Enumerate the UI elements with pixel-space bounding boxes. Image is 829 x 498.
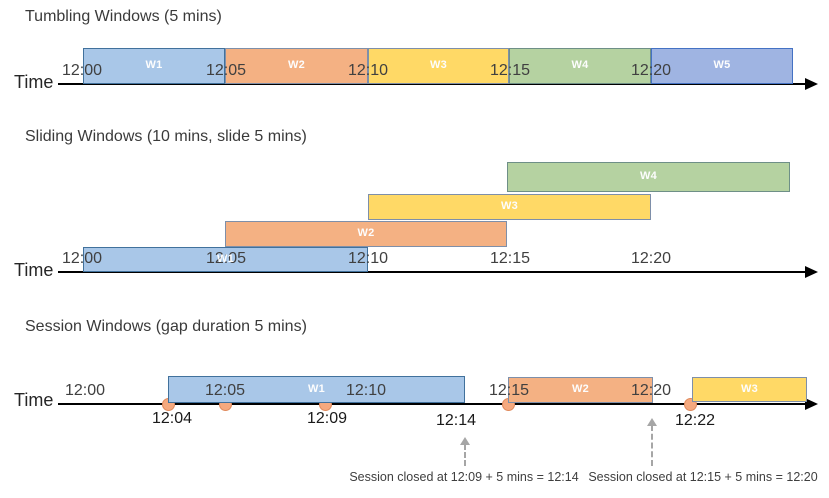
event-time-label: 12:09 (306, 410, 348, 427)
tick-label: 12:15 (489, 62, 531, 79)
window-label: W2 (287, 59, 306, 71)
event-dot (161, 397, 175, 411)
window-label: W4 (639, 170, 658, 182)
annotation-arrow-stem (464, 444, 466, 466)
window-label: W1 (216, 252, 235, 265)
annotation-arrow-head (460, 437, 470, 445)
tick-label: 12:00 (64, 382, 106, 399)
window-label: W4 (571, 59, 589, 71)
window-label: W3 (429, 59, 448, 71)
event-time-label: 12:22 (674, 412, 716, 429)
tick-label: 12:05 (204, 382, 246, 399)
window-bar-w3 (368, 194, 651, 220)
tick-label: 12:15 (489, 250, 531, 267)
section-title: Tumbling Windows (5 mins) (25, 8, 222, 25)
tick-label: 12:05 (205, 62, 247, 79)
event-dot (501, 397, 515, 411)
window-label: W1 (145, 59, 163, 71)
window-label: W2 (357, 227, 375, 239)
time-axis-label: Time (14, 72, 54, 92)
window-label: W3 (500, 200, 519, 212)
window-label: W2 (571, 383, 590, 395)
annotation-arrow-head (647, 418, 657, 426)
window-bar-w2 (508, 377, 653, 403)
tick-label: 12:00 (61, 62, 103, 79)
time-axis-arrowhead (805, 78, 818, 90)
window-bar-w1 (83, 247, 368, 272)
event-dot (318, 397, 332, 411)
session-close-note: Session closed at 12:09 + 5 mins = 12:14 (349, 470, 579, 484)
time-axis-arrowhead (805, 398, 818, 410)
event-dot (683, 397, 697, 411)
time-axis-label: Time (14, 390, 54, 410)
window-label: W1 (307, 382, 326, 395)
window-bar-w3 (368, 48, 509, 84)
tick-label: 12:05 (205, 250, 247, 267)
window-bar-w1 (83, 48, 225, 84)
window-bar-w3 (692, 377, 807, 402)
tick-label: 12:10 (347, 250, 389, 267)
time-axis-arrowhead (805, 266, 818, 278)
time-axis-line (58, 83, 806, 85)
window-bar-w2 (225, 48, 368, 84)
window-bar-w5 (651, 48, 793, 84)
window-bar-w2 (225, 221, 507, 247)
window-label: W5 (713, 59, 731, 71)
tick-label: 12:20 (630, 62, 672, 79)
tick-label: 12:00 (61, 250, 103, 267)
annotation-arrow-stem (651, 425, 653, 466)
tick-label: 12:20 (630, 250, 672, 267)
window-label: W3 (740, 382, 759, 395)
time-axis-line (58, 403, 806, 405)
tick-label: 12:15 (488, 382, 530, 399)
section-title: Session Windows (gap duration 5 mins) (25, 318, 307, 335)
time-axis-label: Time (14, 260, 54, 280)
event-time-label: 12:14 (435, 412, 477, 429)
session-close-note: Session closed at 12:15 + 5 mins = 12:20 (588, 470, 818, 484)
time-axis-line (58, 271, 806, 273)
tick-label: 12:10 (347, 62, 389, 79)
event-time-label: 12:04 (151, 410, 193, 427)
window-bar-w1 (168, 376, 465, 403)
window-bar-w4 (507, 162, 790, 192)
section-title: Sliding Windows (10 mins, slide 5 mins) (25, 128, 307, 145)
window-bar-w4 (509, 48, 651, 84)
tick-label: 12:20 (630, 382, 672, 399)
event-dot (218, 397, 232, 411)
tick-label: 12:10 (345, 382, 387, 399)
